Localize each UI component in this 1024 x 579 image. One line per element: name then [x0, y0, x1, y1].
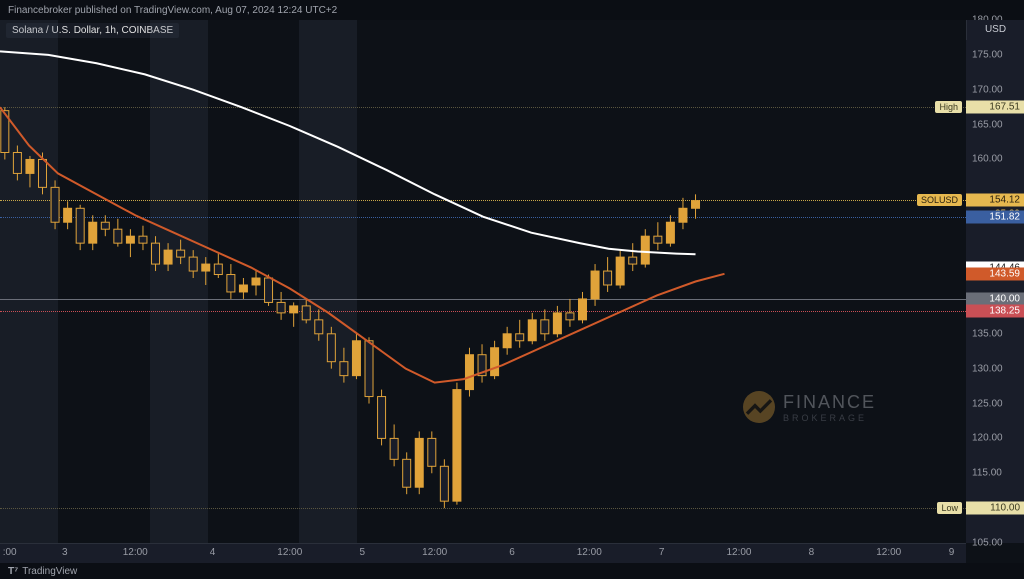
price-label: 110.00	[966, 502, 1024, 515]
y-axis-title: USD	[966, 20, 1024, 40]
publish-header: Financebroker published on TradingView.c…	[0, 0, 1024, 20]
publish-text: Financebroker published on TradingView.c…	[8, 5, 337, 16]
x-tick: 12:00	[726, 547, 751, 558]
chart-svg	[0, 20, 966, 543]
footer-text: TradingView	[22, 566, 77, 577]
y-tick: 165.00	[972, 119, 1003, 130]
y-tick: 170.00	[972, 84, 1003, 95]
price-label: 154.12	[966, 194, 1024, 207]
price-label: 140.00	[966, 292, 1024, 305]
price-label: 167.51	[966, 101, 1024, 114]
chart-area[interactable]: High SOLUSD Low FINANCE BROKERAGE	[0, 20, 966, 543]
watermark-logo-icon	[743, 391, 775, 423]
y-axis[interactable]: 105.00110.00115.00120.00125.00130.00135.…	[966, 20, 1024, 543]
tradingview-logo-icon: T⁷	[8, 566, 18, 577]
x-axis[interactable]: :00 3 12:00 4 12:00 5 12:00 6 12:00 7 12:00 8 12:00 9	[0, 543, 966, 563]
watermark-subtitle: BROKERAGE	[783, 413, 876, 423]
y-tick: 175.00	[972, 49, 1003, 60]
watermark: FINANCE BROKERAGE	[743, 391, 876, 423]
x-tick: 8	[809, 547, 815, 558]
x-tick: 12:00	[422, 547, 447, 558]
footer: T⁷ TradingView	[0, 563, 1024, 579]
price-label: 151.82	[966, 210, 1024, 223]
symbol-price-tag: SOLUSD	[917, 194, 962, 206]
x-tick: 12:00	[277, 547, 302, 558]
x-tick: 12:00	[123, 547, 148, 558]
y-tick: 160.00	[972, 154, 1003, 165]
y-tick: 125.00	[972, 398, 1003, 409]
x-tick: 5	[359, 547, 365, 558]
y-tick: 135.00	[972, 328, 1003, 339]
x-tick: 3	[62, 547, 68, 558]
plot-surface[interactable]: High SOLUSD Low	[0, 20, 966, 543]
y-tick: 115.00	[972, 468, 1002, 479]
low-tag: Low	[937, 502, 962, 514]
x-tick: 7	[659, 547, 665, 558]
x-tick: 6	[509, 547, 515, 558]
x-tick: 4	[210, 547, 216, 558]
y-tick: 105.00	[972, 538, 1003, 549]
x-tick: 9	[949, 547, 955, 558]
high-tag: High	[935, 101, 962, 113]
x-tick: 12:00	[876, 547, 901, 558]
y-tick: 120.00	[972, 433, 1003, 444]
price-label: 143.59	[966, 267, 1024, 280]
x-tick: 12:00	[577, 547, 602, 558]
price-label: 138.25	[966, 305, 1024, 318]
watermark-title: FINANCE	[783, 392, 876, 413]
x-tick: :00	[3, 547, 17, 558]
y-tick: 130.00	[972, 363, 1003, 374]
